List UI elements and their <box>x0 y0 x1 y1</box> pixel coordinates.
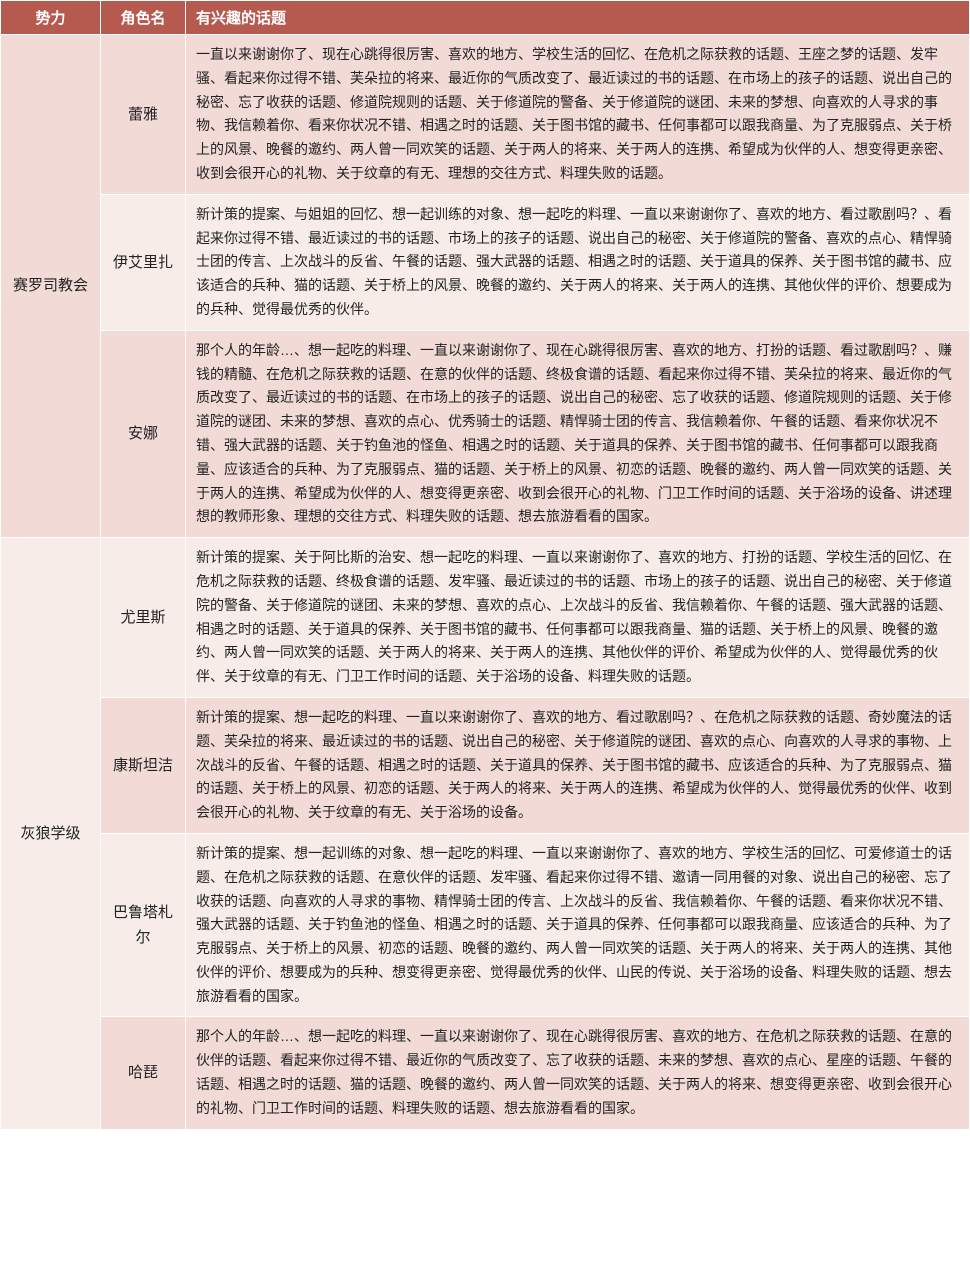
header-topics: 有兴趣的话题 <box>186 1 970 35</box>
character-topics-table: 势力 角色名 有兴趣的话题 赛罗司教会 蕾雅 一直以来谢谢你了、现在心跳得很厉害… <box>0 0 970 1130</box>
character-cell: 巴鲁塔札尔 <box>101 833 186 1017</box>
table-row: 伊艾里扎 新计策的提案、与姐姐的回忆、想一起训练的对象、想一起吃的料理、一直以来… <box>1 194 970 330</box>
topics-cell: 一直以来谢谢你了、现在心跳得很厉害、喜欢的地方、学校生活的回忆、在危机之际获救的… <box>186 35 970 195</box>
faction-cell: 灰狼学级 <box>1 538 101 1130</box>
header-character: 角色名 <box>101 1 186 35</box>
table-row: 康斯坦洁 新计策的提案、想一起吃的料理、一直以来谢谢你了、喜欢的地方、看过歌剧吗… <box>1 697 970 833</box>
topics-cell: 那个人的年龄…、想一起吃的料理、一直以来谢谢你了、现在心跳得很厉害、喜欢的地方、… <box>186 1017 970 1129</box>
table-row: 灰狼学级 尤里斯 新计策的提案、关于阿比斯的治安、想一起吃的料理、一直以来谢谢你… <box>1 538 970 698</box>
character-cell: 尤里斯 <box>101 538 186 698</box>
topics-cell: 那个人的年龄…、想一起吃的料理、一直以来谢谢你了、现在心跳得很厉害、喜欢的地方、… <box>186 330 970 537</box>
character-cell: 蕾雅 <box>101 35 186 195</box>
table-row: 赛罗司教会 蕾雅 一直以来谢谢你了、现在心跳得很厉害、喜欢的地方、学校生活的回忆… <box>1 35 970 195</box>
character-cell: 伊艾里扎 <box>101 194 186 330</box>
topics-cell: 新计策的提案、想一起吃的料理、一直以来谢谢你了、喜欢的地方、看过歌剧吗？、在危机… <box>186 697 970 833</box>
header-faction: 势力 <box>1 1 101 35</box>
table-row: 安娜 那个人的年龄…、想一起吃的料理、一直以来谢谢你了、现在心跳得很厉害、喜欢的… <box>1 330 970 537</box>
character-cell: 安娜 <box>101 330 186 537</box>
character-cell: 康斯坦洁 <box>101 697 186 833</box>
table-body: 赛罗司教会 蕾雅 一直以来谢谢你了、现在心跳得很厉害、喜欢的地方、学校生活的回忆… <box>1 35 970 1130</box>
topics-cell: 新计策的提案、关于阿比斯的治安、想一起吃的料理、一直以来谢谢你了、喜欢的地方、打… <box>186 538 970 698</box>
table-header-row: 势力 角色名 有兴趣的话题 <box>1 1 970 35</box>
character-cell: 哈琵 <box>101 1017 186 1129</box>
topics-cell: 新计策的提案、与姐姐的回忆、想一起训练的对象、想一起吃的料理、一直以来谢谢你了、… <box>186 194 970 330</box>
table-row: 巴鲁塔札尔 新计策的提案、想一起训练的对象、想一起吃的料理、一直以来谢谢你了、喜… <box>1 833 970 1017</box>
table-row: 哈琵 那个人的年龄…、想一起吃的料理、一直以来谢谢你了、现在心跳得很厉害、喜欢的… <box>1 1017 970 1129</box>
topics-cell: 新计策的提案、想一起训练的对象、想一起吃的料理、一直以来谢谢你了、喜欢的地方、学… <box>186 833 970 1017</box>
faction-cell: 赛罗司教会 <box>1 35 101 538</box>
